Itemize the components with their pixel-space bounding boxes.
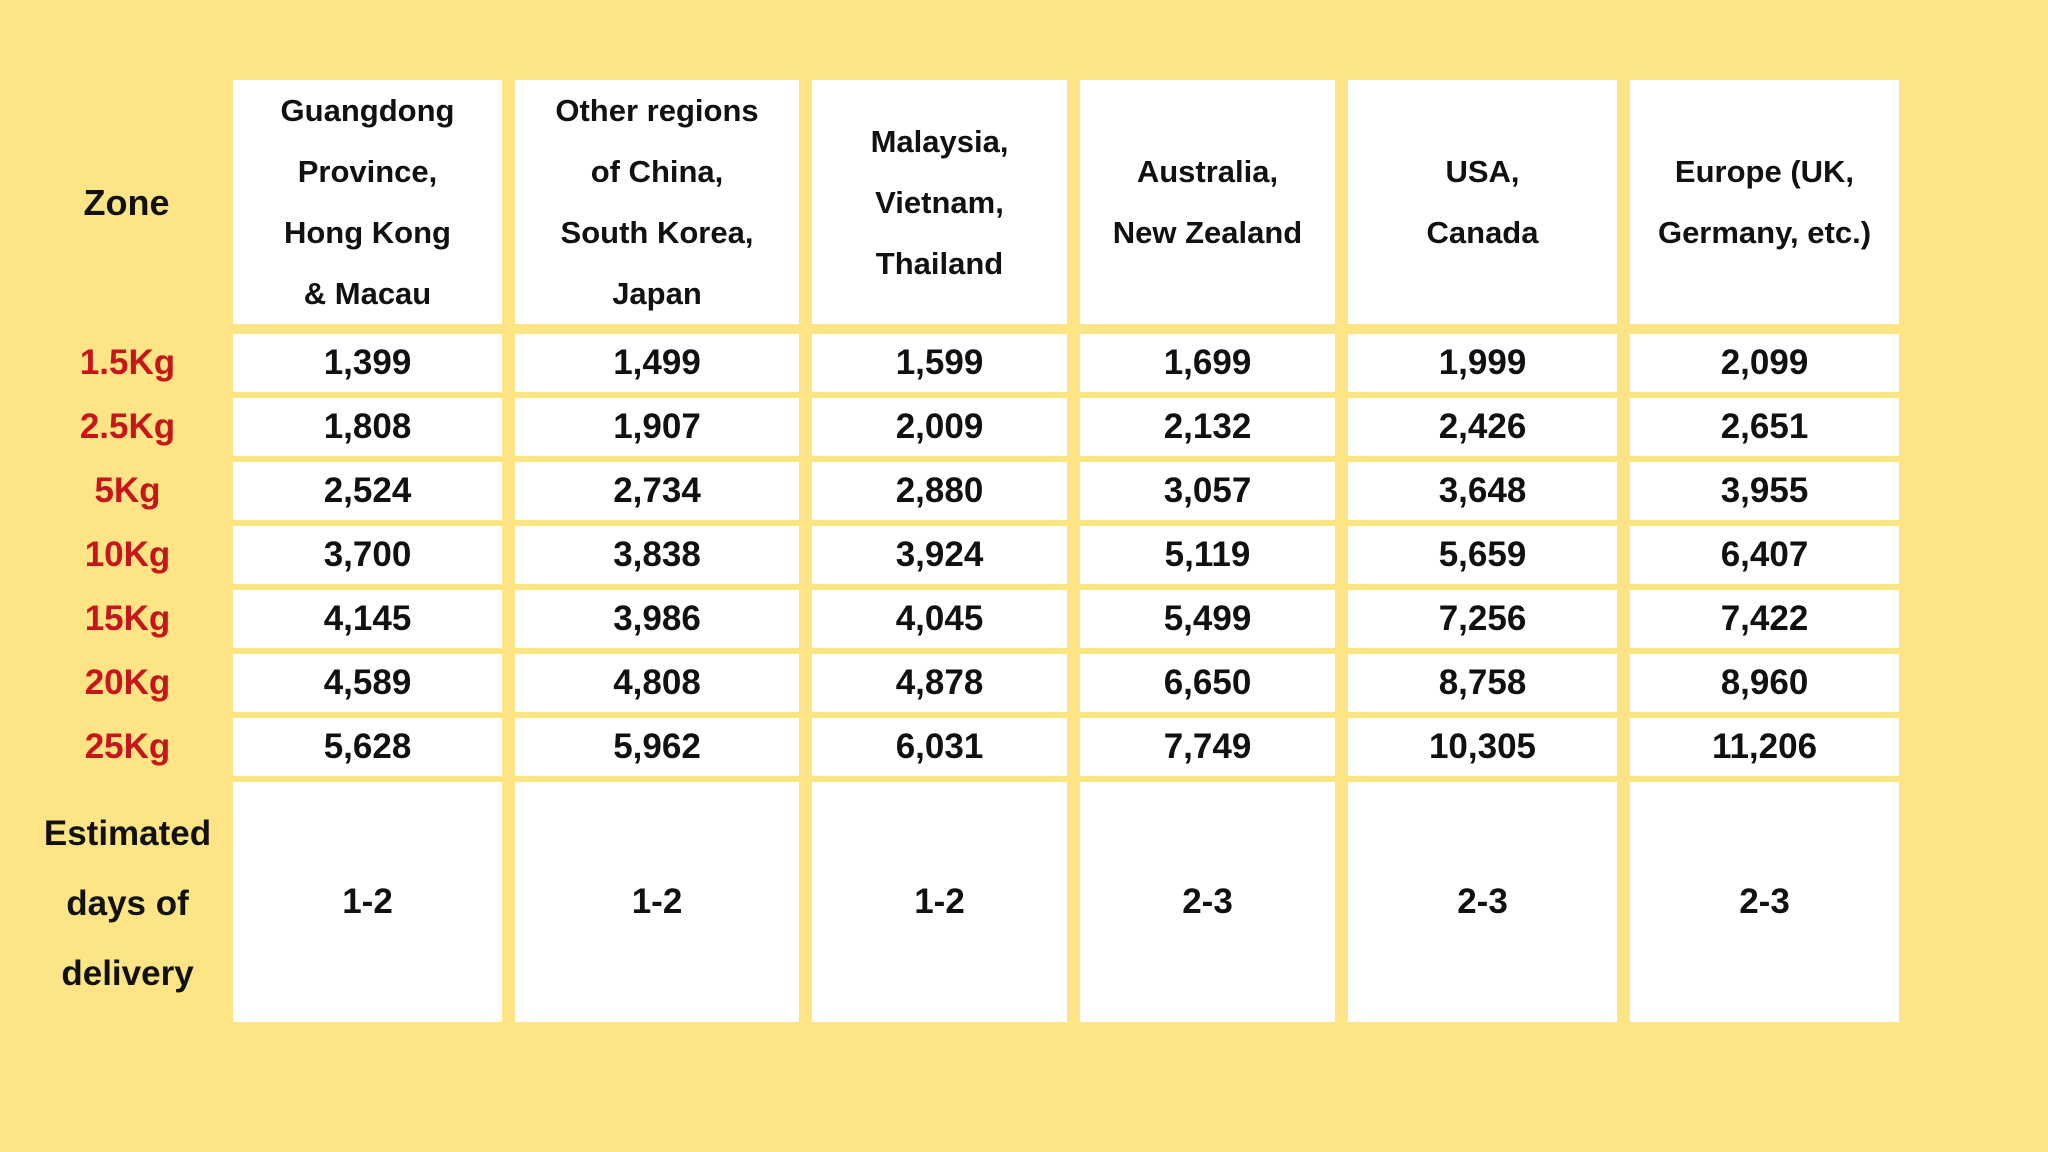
price-cell: 1,999 <box>1348 334 1617 392</box>
weight-label: 10Kg <box>84 535 171 574</box>
weight-label: 25Kg <box>84 727 171 766</box>
price-cell: 2,426 <box>1348 398 1617 456</box>
price-cell: 8,960 <box>1630 654 1899 712</box>
weight-label: 20Kg <box>84 663 171 702</box>
price-cell: 1,699 <box>1080 334 1335 392</box>
price-cell: 3,700 <box>233 526 502 584</box>
price-cell: 4,589 <box>233 654 502 712</box>
price-cell: 3,986 <box>515 590 799 648</box>
price-cell: 2,524 <box>233 462 502 520</box>
zone-label: Zone <box>83 182 170 223</box>
price-cell: 4,878 <box>812 654 1067 712</box>
column-header-china-korea-japan: Other regions of China, South Korea, Jap… <box>515 80 799 324</box>
column-header-europe: Europe (UK, Germany, etc.) <box>1630 80 1899 324</box>
column-header-guangdong: Guangdong Province, Hong Kong & Macau <box>233 80 502 324</box>
estimated-delivery-label-text: Estimated days of delivery <box>43 814 212 993</box>
delivery-days-cell: 2-3 <box>1080 782 1335 1022</box>
price-cell: 5,628 <box>233 718 502 776</box>
delivery-days-cell: 2-3 <box>1348 782 1617 1022</box>
price-cell: 5,659 <box>1348 526 1617 584</box>
price-cell: 5,119 <box>1080 526 1335 584</box>
price-cell: 1,599 <box>812 334 1067 392</box>
price-cell: 4,145 <box>233 590 502 648</box>
price-cell: 2,009 <box>812 398 1067 456</box>
price-cell: 7,749 <box>1080 718 1335 776</box>
delivery-days-cell: 2-3 <box>1630 782 1899 1022</box>
price-cell: 2,651 <box>1630 398 1899 456</box>
column-header-southeast-asia: Malaysia, Vietnam, Thailand <box>812 80 1067 324</box>
price-cell: 6,031 <box>812 718 1067 776</box>
weight-label: 2.5Kg <box>79 407 176 446</box>
price-cell: 6,650 <box>1080 654 1335 712</box>
price-cell: 8,758 <box>1348 654 1617 712</box>
price-cell: 3,838 <box>515 526 799 584</box>
price-cell: 7,422 <box>1630 590 1899 648</box>
shipping-rate-table: Zone Guangdong Province, Hong Kong & Mac… <box>0 78 1912 1032</box>
price-cell: 1,399 <box>233 334 502 392</box>
price-cell: 3,057 <box>1080 462 1335 520</box>
price-cell: 2,132 <box>1080 398 1335 456</box>
price-cell: 11,206 <box>1630 718 1899 776</box>
price-cell: 5,962 <box>515 718 799 776</box>
column-header-australia-nz: Australia, New Zealand <box>1080 80 1335 324</box>
price-cell: 3,648 <box>1348 462 1617 520</box>
price-cell: 6,407 <box>1630 526 1899 584</box>
column-header-usa-canada: USA, Canada <box>1348 80 1617 324</box>
price-cell: 4,045 <box>812 590 1067 648</box>
delivery-days-cell: 1-2 <box>233 782 502 1022</box>
weight-label: 1.5Kg <box>79 343 176 382</box>
price-cell: 3,924 <box>812 526 1067 584</box>
price-cell: 2,099 <box>1630 334 1899 392</box>
delivery-days-cell: 1-2 <box>812 782 1067 1022</box>
price-cell: 10,305 <box>1348 718 1617 776</box>
weight-label: 15Kg <box>84 599 171 638</box>
estimated-delivery-label: Estimated days of delivery <box>0 776 233 1032</box>
price-cell: 1,907 <box>515 398 799 456</box>
price-cell: 4,808 <box>515 654 799 712</box>
price-cell: 5,499 <box>1080 590 1335 648</box>
price-cell: 7,256 <box>1348 590 1617 648</box>
delivery-days-cell: 1-2 <box>515 782 799 1022</box>
price-cell: 3,955 <box>1630 462 1899 520</box>
price-cell: 2,880 <box>812 462 1067 520</box>
price-cell: 2,734 <box>515 462 799 520</box>
price-cell: 1,808 <box>233 398 502 456</box>
price-cell: 1,499 <box>515 334 799 392</box>
weight-label: 5Kg <box>94 471 161 510</box>
